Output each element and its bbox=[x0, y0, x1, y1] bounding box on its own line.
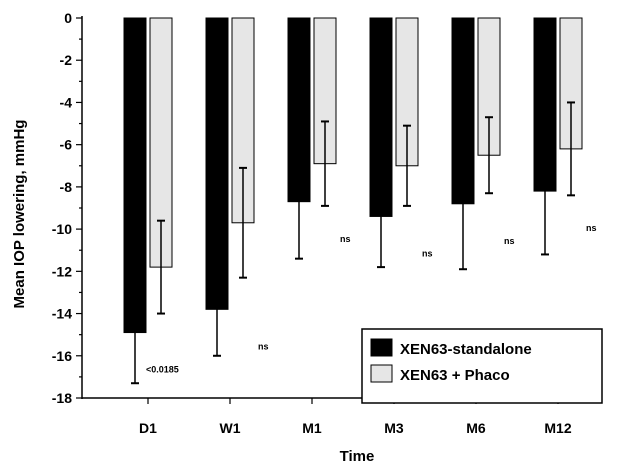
x-axis-label: Time bbox=[340, 448, 375, 465]
y-tick-label: -6 bbox=[60, 137, 73, 153]
annotation-d1: <0.0185 bbox=[146, 365, 179, 375]
error-bar-phaco-w1 bbox=[239, 166, 247, 279]
y-tick-label: -2 bbox=[60, 52, 73, 68]
error-bar-standalone-m12 bbox=[541, 126, 549, 256]
error-bar-phaco-d1 bbox=[157, 219, 165, 315]
x-tick-label-m3: M3 bbox=[384, 420, 404, 436]
error-bar-phaco-m1 bbox=[321, 120, 329, 207]
legend-box bbox=[361, 328, 603, 404]
y-tick-label: -16 bbox=[52, 348, 72, 364]
error-bar-phaco-m6 bbox=[485, 116, 493, 195]
error-bar-standalone-m3 bbox=[377, 164, 385, 269]
error-bar-phaco-m3 bbox=[403, 124, 411, 207]
annotation-m1: ns bbox=[340, 234, 351, 244]
y-tick-label: -12 bbox=[52, 263, 72, 279]
x-tick-label-d1: D1 bbox=[139, 420, 157, 436]
bars-layer bbox=[123, 17, 583, 334]
legend-swatch-xen63-standalone bbox=[370, 338, 393, 357]
legend: XEN63-standalone XEN63 + Phaco bbox=[361, 328, 603, 404]
error-bar-standalone-m1 bbox=[295, 143, 303, 260]
y-axis-label: Mean IOP lowering, mmHg bbox=[11, 120, 28, 309]
y-tick-label: -14 bbox=[52, 306, 72, 322]
annotation-m12: ns bbox=[586, 223, 597, 233]
y-tick-label: -4 bbox=[60, 94, 73, 110]
x-tick-label-w1: W1 bbox=[220, 420, 241, 436]
y-tick-label: 0 bbox=[64, 10, 72, 26]
annotations-layer: <0.0185 ns ns ns ns ns bbox=[146, 223, 597, 374]
error-bar-standalone-w1 bbox=[213, 261, 221, 357]
error-bar-standalone-m6 bbox=[459, 137, 467, 271]
error-bar-standalone-d1 bbox=[131, 280, 139, 385]
error-bars-layer bbox=[131, 101, 575, 385]
y-tick-label: -10 bbox=[52, 221, 72, 237]
legend-label-xen63-phaco: XEN63 + Phaco bbox=[400, 367, 510, 384]
x-tick-label-m12: M12 bbox=[544, 420, 571, 436]
annotation-w1: ns bbox=[258, 341, 269, 351]
error-bar-phaco-m12 bbox=[567, 101, 575, 197]
tick-labels-layer: 0 -2 -4 -6 -8 -10 -12 -14 -16 -18 D1 W1 M1 M3 M6 M12 bbox=[52, 10, 572, 436]
annotation-m3: ns bbox=[422, 249, 433, 259]
legend-swatch-xen63-phaco bbox=[370, 364, 393, 383]
annotation-m6: ns bbox=[504, 236, 515, 246]
x-tick-label-m1: M1 bbox=[302, 420, 322, 436]
y-tick-label: -8 bbox=[60, 179, 73, 195]
y-tick-label: -18 bbox=[52, 390, 72, 406]
x-tick-label-m6: M6 bbox=[466, 420, 486, 436]
legend-label-xen63-standalone: XEN63-standalone bbox=[400, 341, 532, 358]
